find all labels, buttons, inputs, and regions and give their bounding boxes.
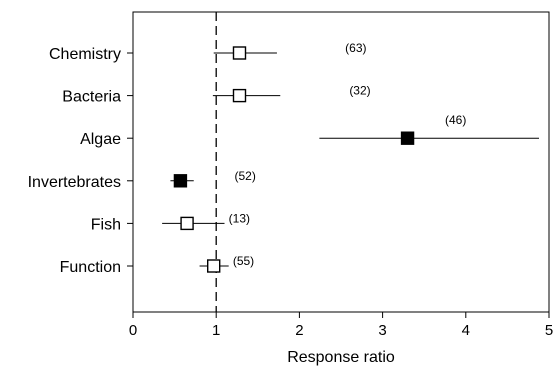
sample-size-label: (32) (349, 84, 370, 98)
open-square-marker (232, 88, 247, 103)
x-tick-label: 4 (462, 322, 470, 339)
open-square-marker (207, 259, 221, 273)
x-tick-label: 1 (212, 322, 220, 339)
open-square-marker (232, 46, 247, 60)
filled-square-marker (173, 174, 188, 188)
category-label: Bacteria (62, 89, 121, 106)
category-label: Fish (91, 216, 121, 233)
category-label: Algae (80, 131, 121, 148)
category-label: Invertebrates (28, 174, 121, 191)
open-square-marker (180, 216, 194, 231)
x-axis-title: Response ratio (287, 349, 395, 366)
x-tick-label: 2 (295, 322, 303, 339)
plot-frame (132, 11, 550, 313)
sample-size-label: (63) (345, 41, 366, 55)
sample-size-label: (13) (229, 211, 250, 225)
category-label: Function (60, 259, 121, 276)
x-tick-label: 0 (129, 322, 137, 339)
x-tick-label: 3 (378, 322, 386, 339)
x-tick-label: 5 (545, 322, 553, 339)
sample-size-label: (55) (233, 254, 254, 268)
sample-size-label: (46) (445, 113, 466, 127)
category-label: Chemistry (49, 46, 121, 63)
sample-size-label: (52) (235, 169, 256, 183)
filled-square-marker (400, 131, 415, 145)
